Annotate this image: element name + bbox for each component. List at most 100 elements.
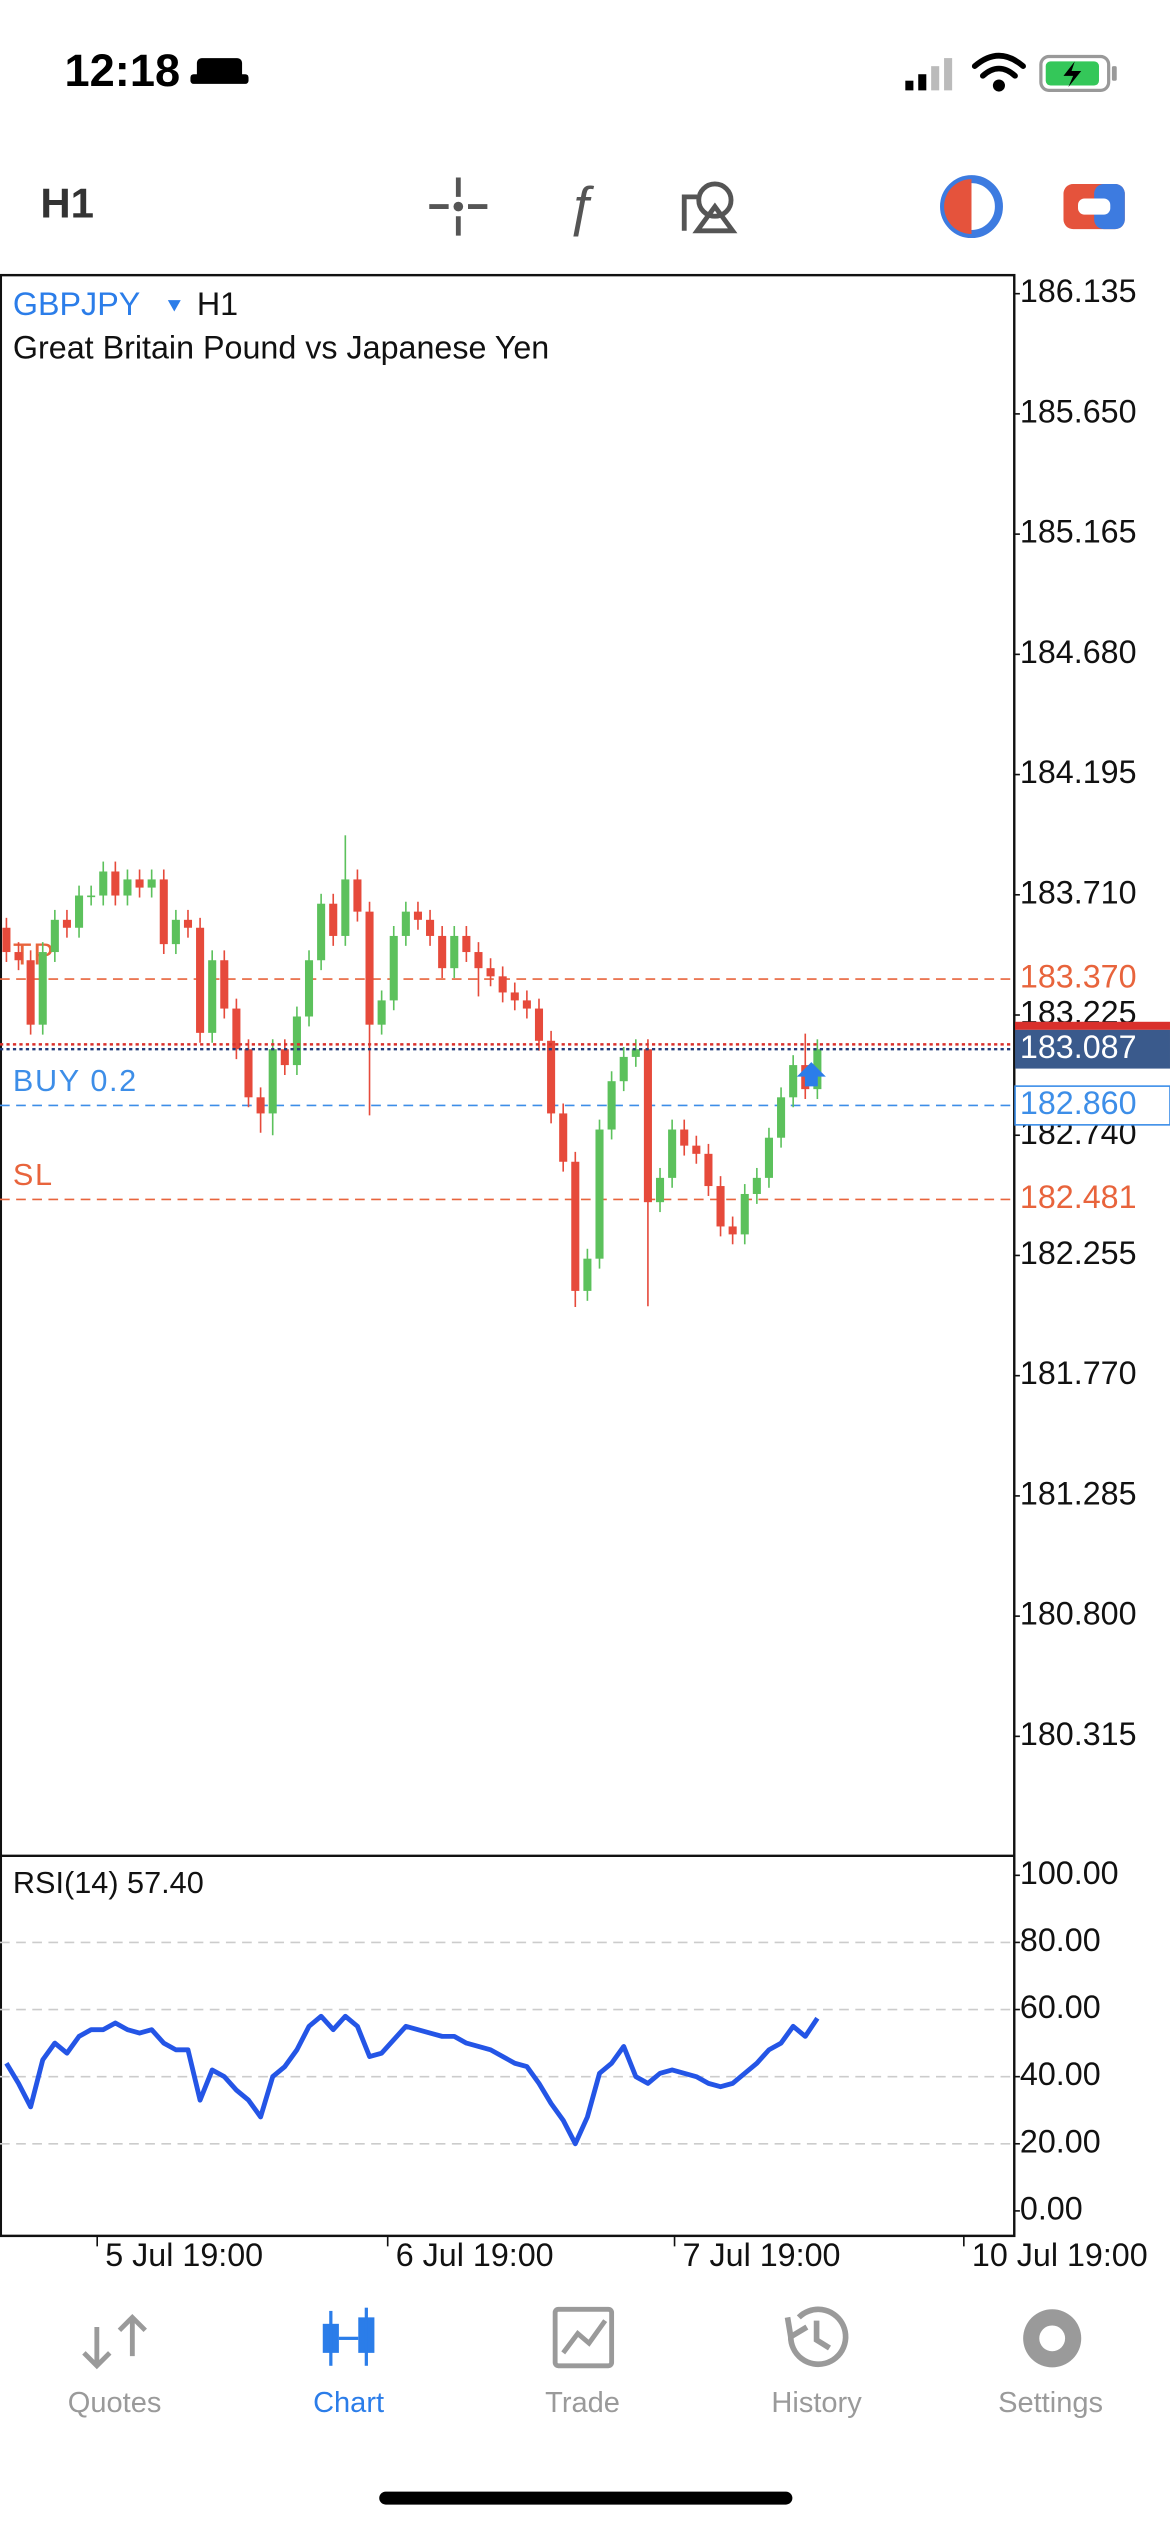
symbol-description: Great Britain Pound vs Japanese Yen	[13, 330, 549, 366]
candle-body	[680, 1129, 689, 1146]
candle-body	[171, 919, 180, 945]
wifi-icon	[971, 52, 1026, 92]
indicators-button[interactable]: ƒ	[566, 174, 597, 237]
clock: 12:18	[65, 45, 181, 96]
candle-body	[474, 952, 483, 969]
y-tick-label: 60.00	[1020, 1989, 1101, 2025]
buy-arrow	[796, 1062, 826, 1087]
candle-body	[196, 927, 205, 1033]
candle-body	[752, 1177, 761, 1194]
candle-body	[716, 1186, 725, 1227]
y-tick-label: 181.285	[1020, 1475, 1137, 1511]
crosshair-button[interactable]	[429, 177, 488, 236]
tab-trade[interactable]: Trade	[545, 2387, 620, 2419]
objects-button[interactable]	[681, 181, 738, 234]
last-price-label: 183.087	[1020, 1029, 1137, 1065]
candle-body	[99, 871, 108, 896]
candle-body	[619, 1056, 628, 1082]
candle-body	[329, 903, 338, 936]
candle-body	[631, 1049, 640, 1057]
candle-body	[135, 879, 144, 888]
candle-body	[764, 1137, 773, 1178]
y-tick-label: 182.255	[1020, 1235, 1137, 1271]
candle-body	[268, 1049, 277, 1114]
candle-body	[571, 1161, 580, 1291]
candle-body	[522, 1000, 531, 1009]
candle-body	[353, 879, 362, 912]
candle-body	[692, 1145, 701, 1154]
candle-body	[389, 935, 398, 1001]
y-tick-label: 181.770	[1020, 1355, 1137, 1391]
y-tick-label: 183.710	[1020, 874, 1137, 910]
chart-timeframe: H1	[197, 286, 238, 322]
candle-body	[75, 895, 84, 928]
y-tick-label: 20.00	[1020, 2123, 1101, 2159]
order-price-label: 182.481	[1020, 1179, 1137, 1215]
candle-body	[413, 911, 422, 920]
rsi-line	[4, 2013, 820, 2147]
candle-body	[426, 919, 435, 936]
tab-history[interactable]: History	[771, 2387, 862, 2419]
sleep-icon	[190, 58, 249, 84]
y-tick-label: 186.135	[1020, 273, 1137, 309]
tab-icons	[82, 2306, 1082, 2370]
order-line-label: SL	[13, 1158, 54, 1192]
candle-body	[14, 952, 23, 961]
y-tick-label: 80.00	[1020, 1922, 1101, 1958]
candle-body	[244, 1049, 253, 1098]
candle-body	[183, 919, 193, 928]
candle-body	[559, 1113, 568, 1162]
candle-body	[341, 879, 350, 936]
symbol-dropdown[interactable]	[167, 300, 181, 312]
candle-body	[280, 1049, 289, 1066]
candle-body	[365, 911, 374, 1025]
candle-body	[643, 1049, 652, 1203]
order-line-label: BUY 0.2	[13, 1064, 138, 1098]
y-tick-label: 180.315	[1020, 1716, 1137, 1752]
x-tick-label: 5 Jul 19:00	[105, 2237, 263, 2273]
candle-body	[668, 1129, 677, 1178]
home-indicator	[379, 2491, 793, 2505]
candle-body	[220, 960, 229, 1009]
x-tick-label: 6 Jul 19:00	[396, 2237, 554, 2273]
candle-body	[256, 1097, 265, 1114]
candle-body	[2, 927, 11, 953]
candle-body	[498, 976, 507, 993]
candle-body	[547, 1040, 556, 1114]
candle-body	[87, 895, 96, 898]
candle-body	[401, 911, 410, 936]
candle-body	[38, 952, 47, 1025]
ask-marker	[1015, 1021, 1170, 1030]
candle-body	[486, 968, 495, 977]
y-tick-label: 185.650	[1020, 393, 1137, 429]
symbol[interactable]: GBPJPY	[13, 286, 140, 322]
candle-body	[607, 1081, 616, 1130]
timer-button[interactable]	[940, 175, 1003, 239]
y-tick-label: 184.680	[1020, 634, 1137, 670]
tab-settings[interactable]: Settings	[998, 2387, 1103, 2419]
timeframe-button[interactable]: H1	[40, 180, 94, 227]
candle-body	[438, 935, 447, 969]
y-tick-label: 0.00	[1020, 2190, 1083, 2226]
candle-body	[534, 1008, 544, 1041]
last-price-box	[1015, 1029, 1170, 1069]
trade-button[interactable]	[1063, 183, 1125, 230]
tab-quotes[interactable]: Quotes	[68, 2387, 162, 2419]
candle-body	[450, 935, 459, 969]
candle-body	[595, 1129, 604, 1259]
candle-body	[789, 1065, 798, 1098]
y-tick-label: 100.00	[1020, 1855, 1119, 1891]
battery-icon	[1039, 54, 1117, 92]
x-tick-label: 10 Jul 19:00	[972, 2237, 1148, 2273]
order-price-label: 183.370	[1020, 959, 1137, 995]
y-tick-label: 185.165	[1020, 514, 1137, 550]
candle-body	[377, 1000, 386, 1025]
x-tick-label: 7 Jul 19:00	[683, 2237, 841, 2273]
tab-chart[interactable]: Chart	[313, 2387, 384, 2419]
candle-body	[777, 1097, 786, 1138]
candle-body	[728, 1226, 737, 1235]
candle-body	[159, 879, 168, 945]
candle-body	[462, 935, 471, 953]
candle-body	[704, 1153, 713, 1187]
